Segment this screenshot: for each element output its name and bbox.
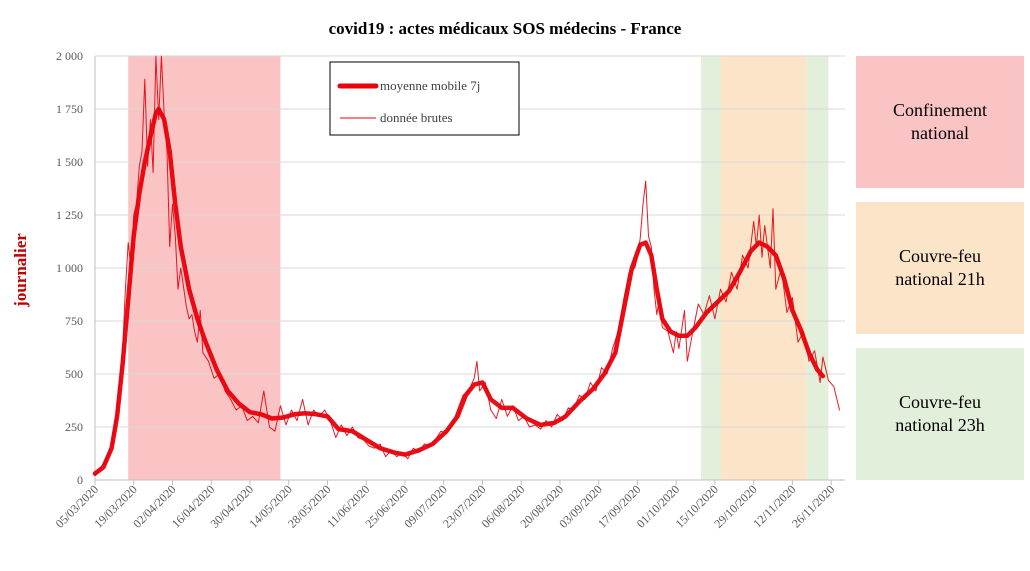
y-tick-label: 750	[65, 314, 83, 328]
axes	[94, 56, 845, 481]
y-ticks: 0 250 500 750 1 000 1 250 1 500 1 750 2 000	[56, 49, 83, 487]
period-legend-couvre-feu-national-21h: Couvre-feu national 21h	[856, 202, 1024, 334]
series-line-moyenne-mobile-7j	[92, 106, 826, 476]
legend: moyenne mobile 7j donnée brutes	[329, 61, 520, 136]
y-tick-label: 1 750	[56, 102, 83, 116]
period-legend-confinement-national: Confinement national	[856, 56, 1024, 188]
y-tick-label: 500	[65, 367, 83, 381]
legend-label-moving-average: moyenne mobile 7j	[380, 78, 480, 93]
y-tick-label: 2 000	[56, 49, 83, 63]
grid	[95, 55, 845, 428]
y-axis-label: journalier	[11, 233, 30, 308]
y-tick-label: 1 250	[56, 208, 83, 222]
chart-title: covid19 : actes médicaux SOS médecins - …	[329, 19, 682, 38]
legend-label-raw-data: donnée brutes	[380, 110, 453, 125]
legend-box	[329, 61, 520, 136]
x-tick-label: 26/11/2020	[789, 482, 837, 530]
x-ticks: 05/03/202019/03/202002/04/202016/04/2020…	[53, 480, 837, 531]
y-tick-label: 1 000	[56, 261, 83, 275]
y-tick-label: 1 500	[56, 155, 83, 169]
period-legend-couvre-feu-national-23h: Couvre-feu national 23h	[856, 348, 1024, 480]
series	[92, 55, 840, 477]
y-tick-label: 0	[77, 473, 83, 487]
y-tick-label: 250	[65, 420, 83, 434]
